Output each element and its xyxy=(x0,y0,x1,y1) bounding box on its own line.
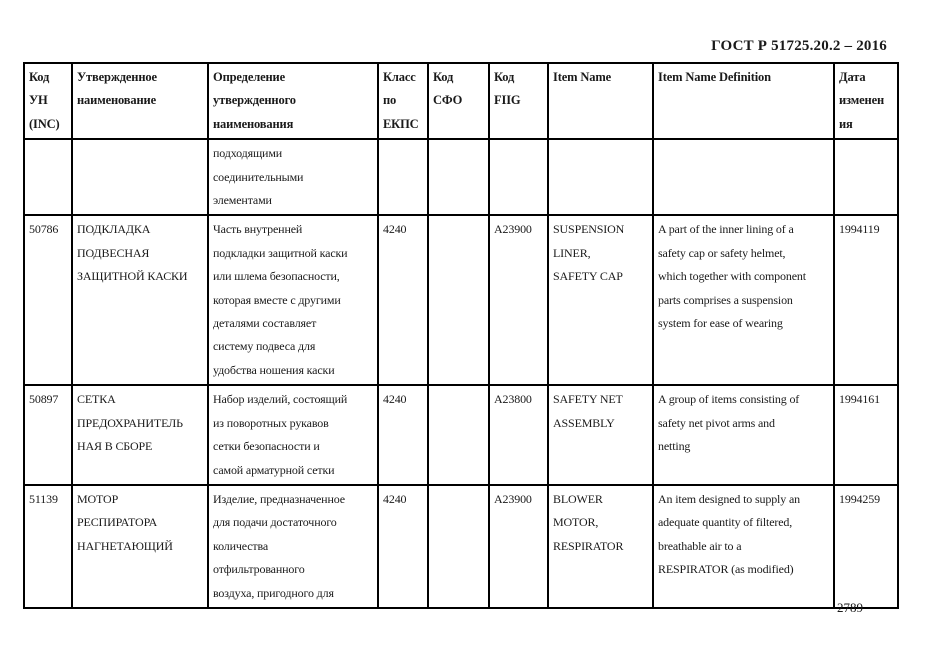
table-cell: СЕТКА ПРЕДОХРАНИТЕЛЬ НАЯ В СБОРЕ xyxy=(71,384,209,486)
table-cell: SUSPENSION LINER, SAFETY CAP xyxy=(547,214,654,387)
table-cell: A23900 xyxy=(488,214,549,387)
table-cell: Часть внутренней подкладки защитной каск… xyxy=(207,214,379,387)
column-header-inc-code: Код УН (INC) xyxy=(23,61,73,141)
table-row-50897: 50897 СЕТКА ПРЕДОХРАНИТЕЛЬ НАЯ В СБОРЕ Н… xyxy=(23,384,899,486)
table-cell xyxy=(652,138,835,217)
table-cell xyxy=(547,138,654,217)
table-cell: 50897 xyxy=(23,384,73,486)
document-standard-title: ГОСТ Р 51725.20.2 – 2016 xyxy=(711,38,887,54)
table-cell: МОТОР РЕСПИРАТОРА НАГНЕТАЮЩИЙ xyxy=(71,483,209,609)
table-cell: подходящими соединительными элементами xyxy=(207,138,379,217)
table-cell: 50786 xyxy=(23,214,73,387)
table-cell xyxy=(833,138,899,217)
table-cell: SAFETY NET ASSEMBLY xyxy=(547,384,654,486)
column-header-ekps-class: Класс по ЕКПС xyxy=(377,61,429,141)
table-cell xyxy=(427,483,490,609)
column-header-approved-name-definition: Определение утвержденного наименования xyxy=(207,61,379,141)
table-cell: 1994161 xyxy=(833,384,899,486)
table-cell xyxy=(427,214,490,387)
items-catalog-table: Код УН (INC) Утвержденное наименование О… xyxy=(23,61,899,609)
column-header-sfo-code: Код СФО xyxy=(427,61,490,141)
table-cell xyxy=(427,384,490,486)
table-header-row: Код УН (INC) Утвержденное наименование О… xyxy=(23,61,899,141)
column-header-item-name: Item Name xyxy=(547,61,654,141)
table-cell: A23900 xyxy=(488,483,549,609)
table-cell: Изделие, предназначенное для подачи дост… xyxy=(207,483,379,609)
table-cell: A23800 xyxy=(488,384,549,486)
column-header-item-name-definition: Item Name Definition xyxy=(652,61,835,141)
column-header-approved-name: Утвержденное наименование xyxy=(71,61,209,141)
table-row-continuation: подходящими соединительными элементами xyxy=(23,138,899,217)
page-number: 2789 xyxy=(837,600,863,615)
table-cell: 4240 xyxy=(377,214,429,387)
table-cell xyxy=(488,138,549,217)
table-cell xyxy=(23,138,73,217)
table-cell: A group of items consisting of safety ne… xyxy=(652,384,835,486)
column-header-fiig-code: Код FIIG xyxy=(488,61,549,141)
table-cell xyxy=(71,138,209,217)
table-row-50786: 50786 ПОДКЛАДКА ПОДВЕСНАЯ ЗАЩИТНОЙ КАСКИ… xyxy=(23,214,899,387)
table-cell: BLOWER MOTOR, RESPIRATOR xyxy=(547,483,654,609)
table-cell: 1994119 xyxy=(833,214,899,387)
table-cell: Набор изделий, состоящий из поворотных р… xyxy=(207,384,379,486)
column-header-change-date: Дата изменен ия xyxy=(833,61,899,141)
table-cell: 4240 xyxy=(377,384,429,486)
table-cell: 51139 xyxy=(23,483,73,609)
table-cell: An item designed to supply an adequate q… xyxy=(652,483,835,609)
table-cell: 4240 xyxy=(377,483,429,609)
table-cell: 1994259 xyxy=(833,483,899,609)
table-cell xyxy=(427,138,490,217)
table-row-51139: 51139 МОТОР РЕСПИРАТОРА НАГНЕТАЮЩИЙ Изде… xyxy=(23,483,899,609)
table-cell: A part of the inner lining of a safety c… xyxy=(652,214,835,387)
table-cell xyxy=(377,138,429,217)
table-cell: ПОДКЛАДКА ПОДВЕСНАЯ ЗАЩИТНОЙ КАСКИ xyxy=(71,214,209,387)
